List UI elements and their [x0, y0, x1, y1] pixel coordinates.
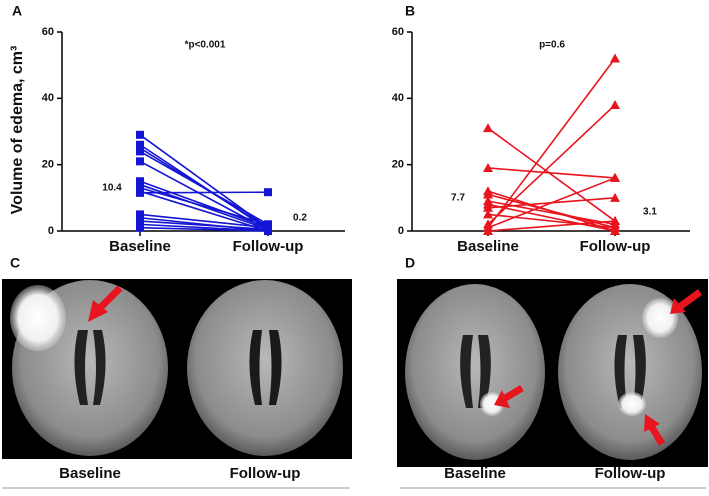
series-line	[487, 220, 616, 232]
annotation: p=0.6	[539, 40, 565, 51]
series-line	[487, 213, 616, 229]
series-line	[487, 167, 616, 179]
series-line	[139, 180, 269, 229]
point	[136, 157, 144, 166]
point	[610, 99, 620, 109]
series-line	[139, 220, 269, 231]
y-tick-label: 40	[42, 92, 54, 104]
y-tick-label: 0	[48, 225, 54, 237]
point	[610, 216, 620, 226]
panel-label: C	[10, 255, 20, 271]
series-line	[487, 127, 616, 222]
annotation: 7.7	[451, 193, 465, 204]
annotation: 10.4	[102, 183, 122, 194]
point	[264, 188, 272, 197]
y-tick-label: 60	[42, 26, 54, 38]
series-line	[487, 58, 616, 229]
point	[136, 188, 144, 197]
series-line	[487, 177, 616, 229]
annotation: 3.1	[643, 207, 657, 218]
series-line	[139, 190, 269, 232]
mri-panel-c	[2, 279, 352, 459]
y-axis-label: Volume of edema, cm³	[9, 46, 26, 215]
point	[136, 147, 144, 156]
x-tick-label: Baseline	[109, 238, 171, 255]
annotation: *p<0.001	[185, 40, 226, 51]
image-caption: Follow-up	[230, 465, 301, 482]
panel-label: D	[405, 255, 415, 271]
series-line	[487, 203, 616, 232]
point	[483, 162, 493, 172]
point	[610, 172, 620, 182]
series-line	[139, 150, 269, 226]
series-line	[139, 191, 269, 194]
point	[136, 223, 144, 232]
mri-panel-d	[397, 279, 708, 467]
x-tick-label: Follow-up	[233, 238, 304, 255]
series-line	[139, 226, 269, 232]
series-line	[139, 213, 269, 229]
series-line	[487, 104, 616, 225]
series-line	[139, 187, 269, 226]
y-tick-label: 40	[392, 92, 404, 104]
x-tick-label: Follow-up	[580, 238, 651, 255]
annotation: 0.2	[293, 213, 307, 224]
image-caption: Baseline	[59, 465, 121, 482]
y-tick-label: 20	[392, 159, 404, 171]
point	[483, 189, 493, 199]
panel-label: B	[405, 3, 415, 19]
point	[264, 227, 272, 235]
image-caption: Baseline	[444, 465, 506, 482]
y-tick-label: 0	[398, 225, 404, 237]
y-tick-label: 60	[392, 26, 404, 38]
panel-label: A	[12, 3, 22, 19]
point	[136, 130, 144, 139]
point	[610, 53, 620, 63]
point	[610, 222, 620, 232]
point	[483, 226, 493, 235]
point	[483, 123, 493, 133]
point	[483, 209, 493, 219]
point	[610, 192, 620, 202]
x-tick-label: Baseline	[457, 238, 519, 255]
image-caption: Follow-up	[595, 465, 666, 482]
y-tick-label: 20	[42, 159, 54, 171]
series-line	[139, 216, 269, 232]
point	[483, 202, 493, 212]
